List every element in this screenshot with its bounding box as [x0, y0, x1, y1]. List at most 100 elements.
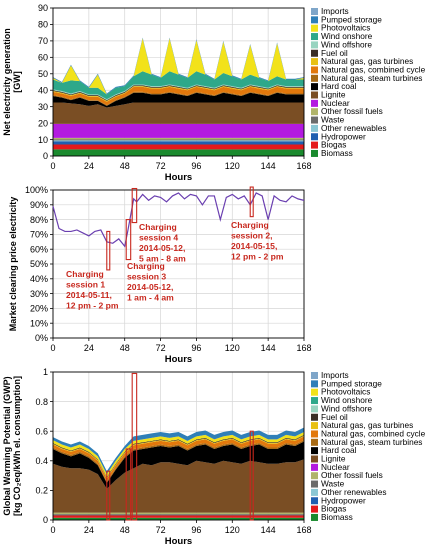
annotation-line: session 2, [231, 231, 273, 241]
generation-x-tick-label: 144 [261, 161, 276, 171]
legend-swatch [311, 397, 318, 405]
legend-swatch [311, 422, 318, 430]
legend-label: Lignite [321, 454, 346, 464]
generation-y-tick-label: 70 [38, 36, 48, 46]
gwp-x-tick-label: 168 [296, 525, 311, 535]
legend-label: Lignite [321, 90, 346, 100]
generation-x-tick-label: 48 [120, 161, 130, 171]
generation-y-axis-label: [GW] [12, 71, 22, 93]
legend-label: Biomass [321, 148, 353, 158]
price-y-axis-label: Market clearing price electricity [8, 197, 18, 332]
gwp-x-tick-label: 24 [84, 525, 94, 535]
legend-label: Wind onshore [321, 31, 373, 41]
generation-y-tick-label: 30 [38, 102, 48, 112]
area-biogas [53, 515, 304, 518]
legend-swatch [311, 58, 318, 66]
area-biomass [53, 517, 304, 520]
area-lignite [53, 459, 304, 513]
legend-label: Photovoltaics [321, 387, 370, 397]
annotation-line: 12 pm - 2 pm [66, 301, 119, 311]
gwp-stacked-areas [53, 427, 304, 520]
gwp-session-boxes [106, 372, 254, 521]
generation-y-tick-label: 90 [38, 3, 48, 13]
legend-label: Natural gas, gas turbines [321, 56, 413, 66]
annotation-line: 2014-05-12, [139, 243, 185, 253]
legend-swatch [311, 116, 318, 124]
area-other-fossil-fuels [53, 512, 304, 515]
legend-label: Natural gas, steam turbines [321, 437, 422, 447]
legend-swatch [311, 99, 318, 107]
annotation-line: 2014-05-12, [127, 282, 173, 292]
price-x-tick-label: 24 [84, 343, 94, 353]
legend-label: Other fossil fuels [321, 106, 383, 116]
price-line [52, 192, 305, 248]
legend-swatch [311, 16, 318, 24]
legend-swatch [311, 33, 318, 41]
area-pumped-storage [53, 427, 304, 475]
legend-label: Nuclear [321, 98, 350, 108]
legend-label: Other renewables [321, 487, 387, 497]
legend-swatch [311, 480, 318, 488]
generation-x-tick-label: 0 [50, 161, 55, 171]
gwp-y-tick-label: 0.8 [35, 397, 48, 407]
annotation-line: Charging [231, 220, 269, 230]
price-x-tick-label: 168 [296, 343, 311, 353]
charging-session-box [131, 372, 138, 521]
legend-swatch [311, 505, 318, 513]
area-waste [53, 514, 304, 516]
gwp-y-tick-label: 0 [43, 515, 48, 525]
price-y-tick-label: 50% [30, 259, 48, 269]
generation-y-axis-label: Net electricity generation [2, 28, 12, 136]
price-y-tick-label: 90% [30, 200, 48, 210]
legend-swatch [311, 108, 318, 116]
area-hydropower [53, 141, 304, 145]
legend-label: Pumped storage [321, 378, 382, 388]
legend-label: Natural gas, combined cycle [321, 428, 426, 438]
annotation-line: 5 am - 8 am [139, 254, 186, 264]
legend-label: Biogas [321, 504, 346, 514]
generation-y-tick-label: 10 [38, 135, 48, 145]
area-natural-gas-steam-turbines [53, 91, 304, 106]
legend-swatch [311, 66, 318, 74]
gwp-y-tick-label: 1 [43, 367, 48, 377]
legend-label: Other renewables [321, 123, 387, 133]
legend-label: Natural gas, steam turbines [321, 73, 422, 83]
gwp-x-tick-label: 72 [156, 525, 166, 535]
price-plot-frame [52, 189, 305, 339]
price-y-tick-label: 80% [30, 215, 48, 225]
gwp-y-axis-label: Global Warming Potential (GWP) [2, 376, 12, 515]
legend-label: Nuclear [321, 462, 350, 472]
legend-swatch [311, 438, 318, 446]
legend-swatch [311, 513, 318, 521]
area-other-fossil-fuels [53, 137, 304, 140]
area-other-renewables [53, 140, 304, 142]
legend-swatch [311, 141, 318, 149]
legend-swatch [311, 380, 318, 388]
area-photovoltaics [53, 38, 304, 95]
legend-label: Wind onshore [321, 395, 373, 405]
charging-session-box [106, 230, 111, 271]
annotation-line: 12 pm - 2 pm [231, 252, 284, 262]
gwp-x-tick-label: 144 [261, 525, 276, 535]
gwp-x-tick-label: 120 [225, 525, 240, 535]
price-y-tick-label: 0% [35, 333, 48, 343]
legend-swatch [311, 91, 318, 99]
generation-y-tick-label: 20 [38, 118, 48, 128]
legend-swatch [311, 133, 318, 141]
area-natural-gas-combined-cycle [53, 86, 304, 106]
area-hard-coal [53, 92, 304, 108]
annotation-line: 2014-05-11, [66, 290, 112, 300]
gwp-x-tick-label: 96 [191, 525, 201, 535]
legend-swatch [311, 413, 318, 421]
legend-swatch [311, 463, 318, 471]
annotation-line: 1 am - 4 am [127, 293, 174, 303]
legend-swatch [311, 149, 318, 157]
legend-swatch [311, 405, 318, 413]
generation-stacked-areas [53, 37, 304, 156]
area-hard-coal [53, 441, 304, 489]
